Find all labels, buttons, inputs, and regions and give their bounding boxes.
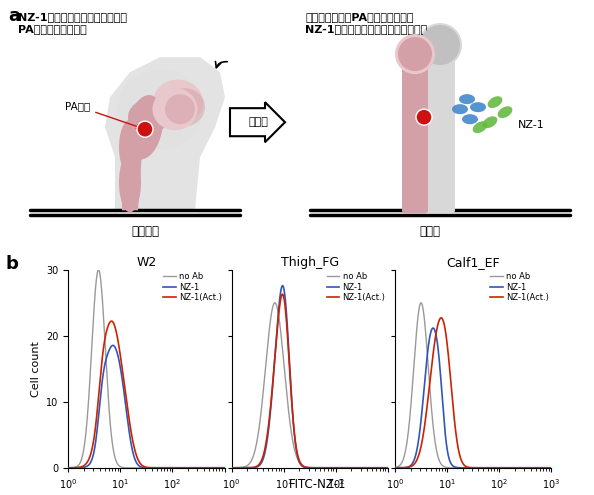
Text: 活性型: 活性型 <box>419 225 441 239</box>
Ellipse shape <box>470 102 486 112</box>
Ellipse shape <box>498 106 513 118</box>
Text: PAタグ: PAタグ <box>65 101 141 128</box>
Text: NZ-1がアクセスできない領域に: NZ-1がアクセスできない領域に <box>18 12 127 22</box>
Ellipse shape <box>473 121 487 133</box>
Ellipse shape <box>153 80 203 125</box>
Ellipse shape <box>128 99 168 135</box>
Ellipse shape <box>127 95 163 159</box>
Text: NZ-1により認識されるようになる。: NZ-1により認識されるようになる。 <box>305 24 427 34</box>
Text: PAタグを挿入する。: PAタグを挿入する。 <box>18 24 87 34</box>
Ellipse shape <box>452 104 468 114</box>
Ellipse shape <box>483 116 497 128</box>
Ellipse shape <box>462 114 478 124</box>
Circle shape <box>398 37 432 71</box>
Y-axis label: Cell count: Cell count <box>31 341 40 396</box>
FancyBboxPatch shape <box>402 62 428 213</box>
Text: b: b <box>6 255 19 273</box>
Title: W2: W2 <box>136 255 157 269</box>
Ellipse shape <box>118 69 203 149</box>
Ellipse shape <box>459 94 475 104</box>
FancyArrow shape <box>230 102 285 142</box>
Circle shape <box>420 25 460 65</box>
Legend: no Ab, NZ-1, NZ-1(Act.): no Ab, NZ-1, NZ-1(Act.) <box>489 271 549 302</box>
Text: a: a <box>8 7 20 25</box>
Title: Calf1_EF: Calf1_EF <box>446 255 500 269</box>
Ellipse shape <box>119 152 141 212</box>
Ellipse shape <box>165 94 195 124</box>
Legend: no Ab, NZ-1, NZ-1(Act.): no Ab, NZ-1, NZ-1(Act.) <box>163 271 223 302</box>
Text: FITC-NZ-1: FITC-NZ-1 <box>289 478 346 491</box>
Text: 構造変化によりPAタグが露出し、: 構造変化によりPAタグが露出し、 <box>305 12 413 22</box>
Ellipse shape <box>488 96 503 108</box>
Ellipse shape <box>119 120 141 175</box>
Text: 非活性型: 非活性型 <box>131 225 159 239</box>
Polygon shape <box>105 57 225 210</box>
Circle shape <box>137 121 153 137</box>
PathPatch shape <box>122 122 142 210</box>
Ellipse shape <box>153 88 197 130</box>
Circle shape <box>395 34 435 74</box>
Text: NZ-1: NZ-1 <box>518 120 545 130</box>
Ellipse shape <box>165 88 205 126</box>
Circle shape <box>418 23 462 67</box>
Legend: no Ab, NZ-1, NZ-1(Act.): no Ab, NZ-1, NZ-1(Act.) <box>326 271 386 302</box>
Circle shape <box>416 109 432 125</box>
FancyBboxPatch shape <box>425 52 455 213</box>
Text: 活性化: 活性化 <box>248 117 268 127</box>
Title: Thigh_FG: Thigh_FG <box>281 255 339 269</box>
